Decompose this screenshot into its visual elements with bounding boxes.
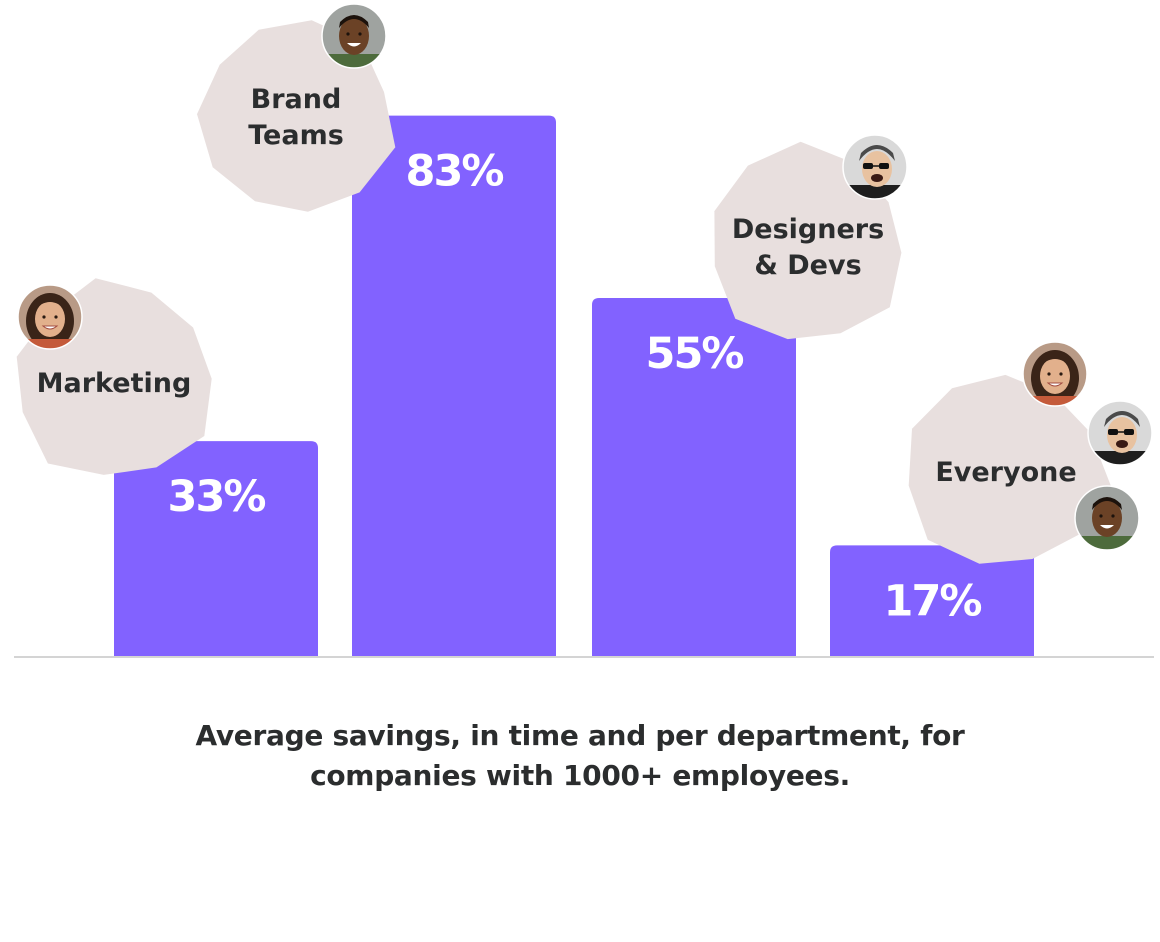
badge-shape-brand-teams: [197, 20, 396, 212]
avatar-woman-smiling-icon: [17, 284, 83, 350]
badge-everyone: Everyone: [908, 341, 1153, 564]
badge-label-marketing: Marketing: [37, 368, 192, 399]
avatar-man-sunglasses-icon: [842, 134, 908, 200]
avatar-man-smiling-icon: [321, 3, 387, 69]
bar-brand-teams: [352, 115, 556, 657]
bar-everyone: [830, 545, 1034, 656]
badge-label-everyone: Everyone: [935, 457, 1076, 488]
bar-value-label-brand-teams: 83%: [406, 147, 504, 197]
avatar-woman-smiling-icon: [1022, 341, 1088, 407]
savings-bar-chart: 33% 83% 55% 17% Marketing Brand Teams Designer…: [14, 3, 1154, 658]
badge-label-designers-and-devs: Designers: [732, 214, 884, 245]
bar-marketing: [114, 441, 318, 656]
badge-marketing: Marketing: [16, 278, 212, 475]
avatar-man-sunglasses-icon: [1087, 400, 1153, 466]
badge-shape-everyone: [908, 374, 1111, 564]
chart-caption: Average savings, in time and per departm…: [180, 716, 980, 796]
bar-value-label-marketing: 33%: [168, 472, 266, 522]
badge-designers-and-devs: Designers & Devs: [714, 134, 908, 340]
badge-brand-teams: Brand Teams: [197, 3, 396, 212]
caption-line-2: companies with 1000+ employees.: [310, 759, 850, 792]
bar-value-label-designers-and-devs: 55%: [646, 329, 744, 379]
badge-label-brand-teams: Teams: [248, 120, 344, 151]
badge-label-brand-teams: Brand: [251, 84, 342, 115]
bar-value-label-everyone: 17%: [884, 576, 982, 626]
bar-designers-and-devs: [592, 297, 796, 656]
caption-line-1: Average savings, in time and per departm…: [195, 719, 965, 752]
badge-label-designers-and-devs: & Devs: [754, 250, 861, 281]
avatar-man-smiling-icon: [1074, 485, 1140, 551]
